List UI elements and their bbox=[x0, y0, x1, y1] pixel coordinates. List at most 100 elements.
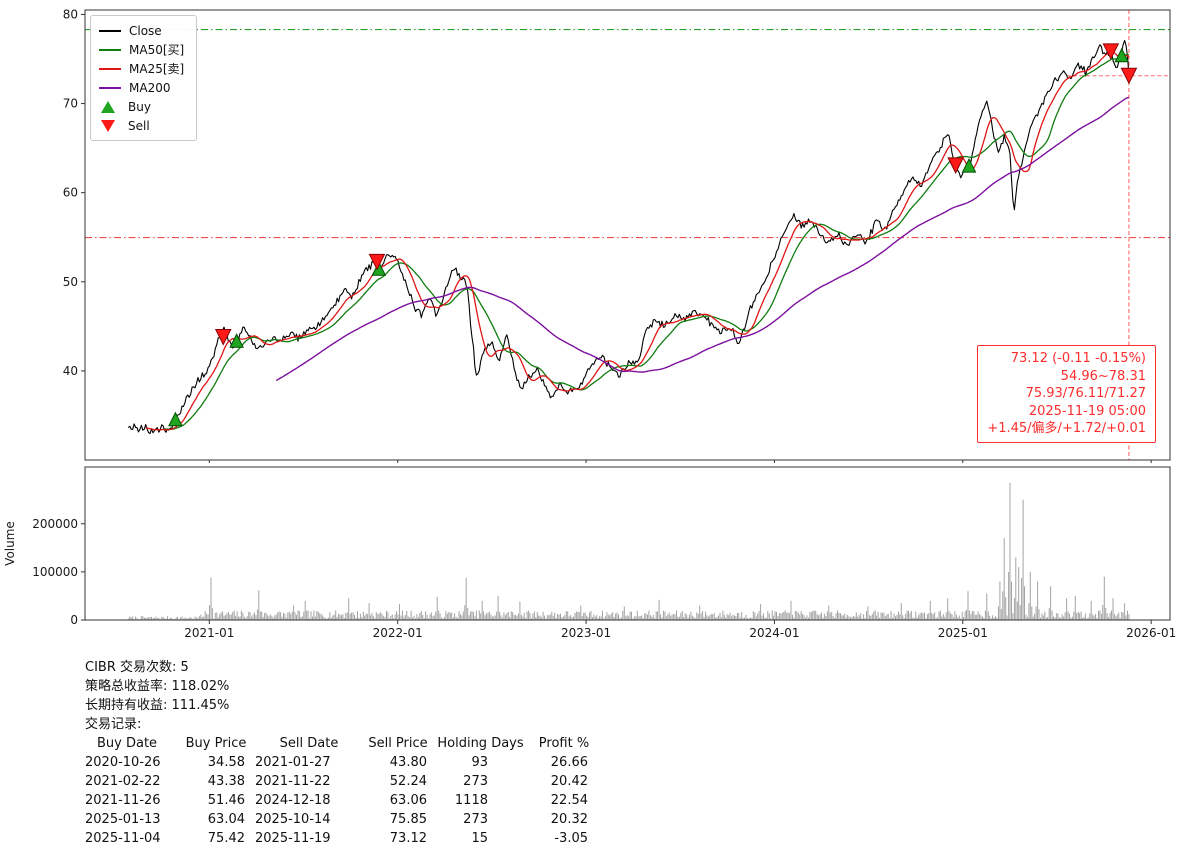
sell-triangle-icon bbox=[101, 119, 115, 132]
legend-label: Buy bbox=[128, 99, 151, 114]
trades-cell: 63.04 bbox=[207, 812, 245, 827]
svg-text:80: 80 bbox=[63, 7, 78, 21]
trades-cell: 273 bbox=[463, 812, 488, 827]
legend-line-swatch-close bbox=[99, 29, 121, 32]
summary-line-trades: CIBR 交易次数: 5 bbox=[85, 660, 189, 675]
legend-item-ma200: MA200 bbox=[99, 78, 184, 97]
trades-cell: 26.66 bbox=[550, 755, 588, 770]
legend-item-close: Close bbox=[99, 21, 184, 40]
legend: Close MA50[买] MA25[卖] MA200 Buy Sell bbox=[90, 15, 198, 141]
legend-item-ma50: MA50[买] bbox=[99, 40, 184, 59]
svg-text:2021-01: 2021-01 bbox=[184, 626, 234, 640]
trades-header-3: Sell Price bbox=[368, 736, 428, 751]
legend-line-swatch-ma50 bbox=[99, 48, 121, 51]
svg-text:2024-01: 2024-01 bbox=[749, 626, 799, 640]
trades-cell: 75.85 bbox=[389, 812, 427, 827]
legend-item-ma25: MA25[卖] bbox=[99, 59, 184, 78]
svg-text:2025-01: 2025-01 bbox=[938, 626, 988, 640]
axis-ticks: 40 50 60 70 80 0 100000 200000 2021-01 2022-01 202… bbox=[3, 7, 1176, 640]
trades-cell: 2025-11-19 bbox=[255, 831, 331, 846]
annotation-line-3: 75.93/76.11/71.27 bbox=[1025, 386, 1146, 401]
trades-cell: 63.06 bbox=[389, 793, 427, 808]
buy-marker bbox=[168, 411, 183, 427]
svg-text:2026-01: 2026-01 bbox=[1126, 626, 1176, 640]
trades-cell: -3.05 bbox=[554, 831, 588, 846]
volume-ylabel: Volume bbox=[3, 521, 17, 566]
svg-text:100000: 100000 bbox=[32, 565, 78, 579]
trades-cell: 2021-11-22 bbox=[255, 774, 331, 789]
trades-cell: 2025-10-14 bbox=[255, 812, 331, 827]
svg-text:2022-01: 2022-01 bbox=[373, 626, 423, 640]
svg-text:70: 70 bbox=[63, 97, 78, 111]
price-axes bbox=[84, 9, 1171, 461]
legend-item-sell: Sell bbox=[99, 116, 184, 135]
buy-marker bbox=[1114, 47, 1130, 63]
svg-text:2023-01: 2023-01 bbox=[561, 626, 611, 640]
buy-triangle-icon bbox=[101, 100, 115, 113]
summary-line-hold: 长期持有收益: 111.45% bbox=[85, 698, 230, 713]
ma25-line bbox=[145, 51, 1130, 431]
trades-header-5: Profit % bbox=[538, 736, 590, 751]
summary-line-strategy: 策略总收益率: 118.02% bbox=[85, 679, 230, 694]
sell-marker bbox=[947, 157, 964, 175]
trades-cell: 20.32 bbox=[550, 812, 588, 827]
legend-line-swatch-ma25 bbox=[99, 67, 121, 70]
trades-cell: 2024-12-18 bbox=[255, 793, 331, 808]
trades-cell: 52.24 bbox=[389, 774, 427, 789]
trades-header-2: Sell Date bbox=[279, 736, 339, 751]
trades-cell: 273 bbox=[463, 774, 488, 789]
chart-canvas: 40 50 60 70 80 0 100000 200000 2021-01 2022-01 202… bbox=[3, 7, 1176, 640]
trades-cell: 73.12 bbox=[389, 831, 427, 846]
trades-cell: 75.42 bbox=[207, 831, 245, 846]
trades-cell: 1118 bbox=[454, 793, 488, 808]
sell-marker bbox=[1120, 67, 1138, 85]
trades-cell: 43.80 bbox=[389, 755, 427, 770]
ma50-line bbox=[164, 53, 1130, 430]
sell-marker bbox=[368, 253, 386, 271]
trades-table: Buy Date Buy Price Sell Date Sell Price Hold… bbox=[85, 734, 600, 848]
legend-label: MA25[卖] bbox=[129, 62, 185, 76]
legend-item-buy: Buy bbox=[99, 97, 184, 116]
legend-label: Sell bbox=[128, 118, 150, 133]
price-annotation: 73.12 (-0.11 -0.15%) 54.96~78.31 75.93/76.… bbox=[977, 345, 1156, 443]
volume-axes bbox=[84, 466, 1171, 621]
sell-marker bbox=[1102, 43, 1120, 61]
legend-label: Close bbox=[129, 23, 162, 38]
trades-cell: 93 bbox=[471, 755, 488, 770]
annotation-line-4: 2025-11-19 05:00 bbox=[1028, 403, 1146, 419]
legend-label: MA200 bbox=[129, 80, 171, 95]
trades-cell: 20.42 bbox=[550, 774, 588, 789]
trades-cell: 2021-01-27 bbox=[255, 755, 331, 770]
svg-text:50: 50 bbox=[63, 275, 78, 289]
trades-cell: 22.54 bbox=[550, 793, 588, 808]
trades-cell: 2021-11-26 bbox=[85, 793, 161, 808]
trades-cell: 2020-10-26 bbox=[85, 755, 161, 770]
trades-cell: 15 bbox=[471, 831, 488, 846]
annotation-line-2: 54.96~78.31 bbox=[1060, 368, 1146, 384]
summary-block: CIBR 交易次数: 5 策略总收益率: 118.02% 长期持有收益: 111… bbox=[85, 658, 600, 848]
trades-cell: 2025-11-04 bbox=[85, 831, 161, 846]
ma200-line bbox=[275, 96, 1130, 382]
trades-header-4: Holding Days bbox=[437, 736, 524, 751]
sell-marker bbox=[214, 329, 232, 346]
trades-cell: 2021-02-22 bbox=[85, 774, 161, 789]
trades-cell: 34.58 bbox=[207, 755, 245, 770]
svg-text:40: 40 bbox=[63, 364, 78, 378]
trades-header-0: Buy Date bbox=[97, 736, 158, 751]
buy-marker bbox=[371, 261, 387, 276]
summary-line-records: 交易记录: bbox=[85, 717, 142, 732]
buy-marker bbox=[961, 157, 977, 173]
legend-line-swatch-ma200 bbox=[99, 86, 121, 89]
svg-text:60: 60 bbox=[63, 186, 78, 200]
trades-cell: 43.38 bbox=[207, 774, 245, 789]
svg-text:0: 0 bbox=[70, 613, 78, 627]
trades-header-1: Buy Price bbox=[185, 736, 247, 751]
annotation-line-5: +1.45/偏多/+1.72/+0.01 bbox=[987, 421, 1146, 436]
svg-text:200000: 200000 bbox=[32, 517, 78, 531]
annotation-line-1: 73.12 (-0.11 -0.15%) bbox=[1010, 351, 1146, 366]
legend-label: MA50[买] bbox=[129, 43, 185, 57]
buy-marker bbox=[229, 333, 244, 348]
trades-cell: 2025-01-13 bbox=[85, 812, 161, 827]
trades-cell: 51.46 bbox=[207, 793, 245, 808]
